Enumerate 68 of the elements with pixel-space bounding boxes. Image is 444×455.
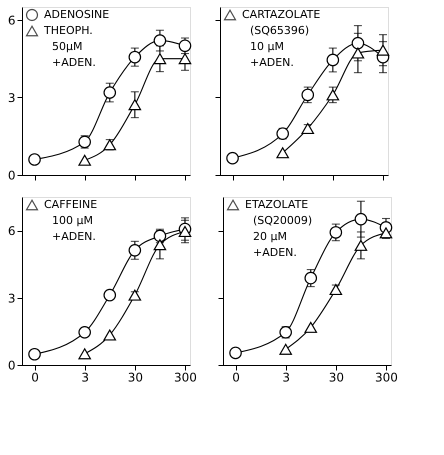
legend-label: ETAZOLATE — [245, 198, 308, 211]
point — [354, 240, 368, 251]
point — [103, 139, 116, 150]
point — [279, 344, 292, 355]
y-tick-label: 3 — [8, 90, 16, 105]
point — [178, 226, 192, 238]
point — [128, 290, 142, 301]
y-tick-label: 0 — [8, 168, 16, 182]
point — [154, 34, 166, 47]
point — [304, 322, 318, 333]
point — [352, 47, 364, 59]
point — [103, 329, 116, 341]
point — [326, 89, 340, 100]
point — [376, 44, 390, 56]
annotation: +ADEN. — [52, 56, 96, 69]
point — [276, 127, 289, 140]
y-tick-label: 6 — [8, 224, 16, 238]
point — [229, 346, 242, 360]
point — [128, 244, 142, 257]
x-tick-label: 3 — [81, 370, 90, 384]
legend-label: CAFFEINE — [44, 198, 98, 211]
point — [276, 147, 289, 158]
legend-label: CARTAZOLATE — [242, 8, 320, 21]
point — [103, 86, 116, 99]
annotation: (SQ20009) — [253, 214, 312, 227]
y-tick-label: 0 — [8, 358, 16, 372]
point — [279, 326, 292, 339]
point — [78, 326, 91, 339]
x-tick-label: 300 — [375, 370, 398, 384]
point — [128, 99, 142, 110]
point — [154, 53, 166, 64]
point — [78, 136, 91, 148]
point — [301, 88, 314, 102]
legend-label: THEOPH. — [43, 24, 93, 37]
point — [226, 152, 239, 164]
point — [330, 226, 342, 239]
point — [352, 36, 364, 50]
annotation: +ADEN. — [250, 56, 294, 69]
point — [304, 272, 318, 284]
annotation: 100 µM — [52, 214, 93, 227]
x-tick-label: 0 — [31, 370, 39, 384]
point — [330, 284, 342, 296]
point — [78, 348, 91, 360]
annotation: 10 µM — [250, 40, 284, 53]
point — [103, 288, 116, 302]
point — [301, 122, 314, 134]
y-tick-label: 3 — [8, 291, 16, 306]
annotation: 20 µM — [253, 230, 287, 243]
annotation: 50µM — [52, 40, 82, 53]
point — [178, 53, 192, 64]
legend-label: ADENOSINE — [44, 8, 110, 21]
point — [326, 54, 340, 66]
y-tick-label: 6 — [8, 13, 16, 28]
x-tick-label: 3 — [282, 370, 290, 384]
annotation: +ADEN. — [52, 230, 96, 243]
point — [178, 39, 192, 52]
point — [128, 50, 142, 64]
x-tick-label: 30 — [128, 370, 143, 384]
x-tick-label: 0 — [232, 370, 240, 384]
point — [28, 348, 41, 361]
annotation: +ADEN. — [253, 246, 297, 259]
point — [154, 239, 166, 250]
point — [354, 212, 368, 226]
point — [28, 153, 41, 166]
annotation: (SQ65396) — [250, 24, 310, 37]
point — [78, 154, 91, 166]
x-tick-label: 30 — [328, 370, 344, 384]
x-tick-label: 300 — [174, 370, 197, 384]
